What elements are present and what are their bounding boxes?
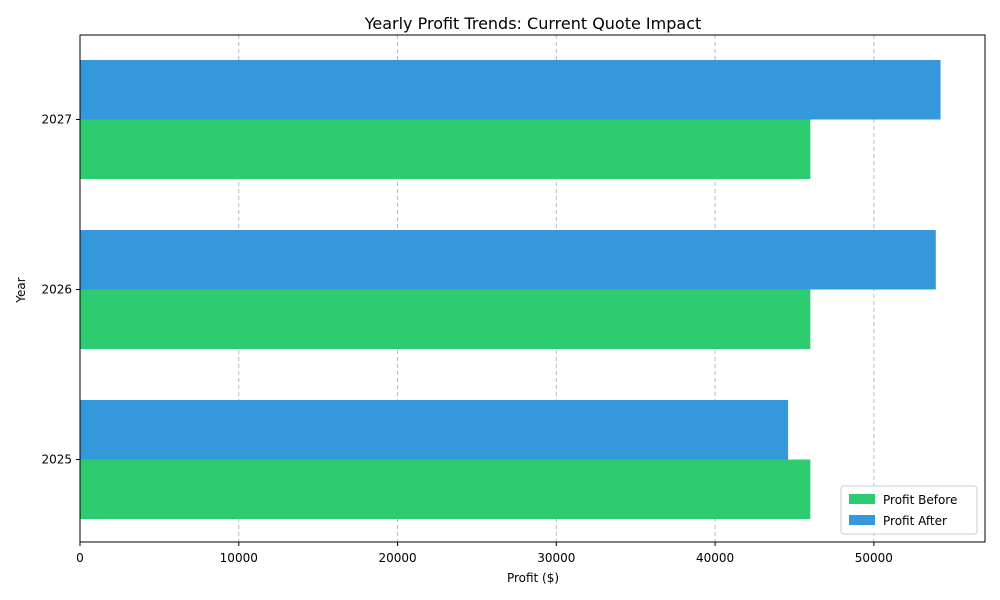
x-axis-label: Profit ($) <box>507 571 559 585</box>
legend-label: Profit Before <box>883 493 957 507</box>
x-tick-label: 40000 <box>696 551 734 565</box>
bar-profit-before-2027 <box>80 119 811 179</box>
x-tick-label: 10000 <box>220 551 258 565</box>
legend-label: Profit After <box>883 514 947 528</box>
axes <box>79 34 986 543</box>
bar-profit-after-2025 <box>80 400 789 460</box>
y-tick-label: 2027 <box>41 113 72 127</box>
plot-frame <box>79 34 986 543</box>
x-tick-label: 30000 <box>537 551 575 565</box>
bar-profit-before-2026 <box>80 289 811 349</box>
x-tick-label: 20000 <box>378 551 416 565</box>
y-tick-label: 2025 <box>41 453 72 467</box>
x-tick-label: 0 <box>76 551 84 565</box>
y-tick-label: 2026 <box>41 283 72 297</box>
legend-swatch <box>849 515 875 525</box>
y-axis-label: Year <box>14 277 28 303</box>
bars <box>80 60 941 519</box>
bar-profit-after-2026 <box>80 230 936 290</box>
tick-labels: 0 10000 20000 30000 40000 50000 2025 2026 2027 <box>41 113 893 566</box>
x-tick-label: 50000 <box>855 551 893 565</box>
legend: Profit Before Profit After <box>840 485 978 535</box>
bar-profit-after-2027 <box>80 60 941 120</box>
chart-title: Yearly Profit Trends: Current Quote Impa… <box>364 14 702 33</box>
bar-profit-before-2025 <box>80 459 811 519</box>
legend-swatch <box>849 494 875 504</box>
